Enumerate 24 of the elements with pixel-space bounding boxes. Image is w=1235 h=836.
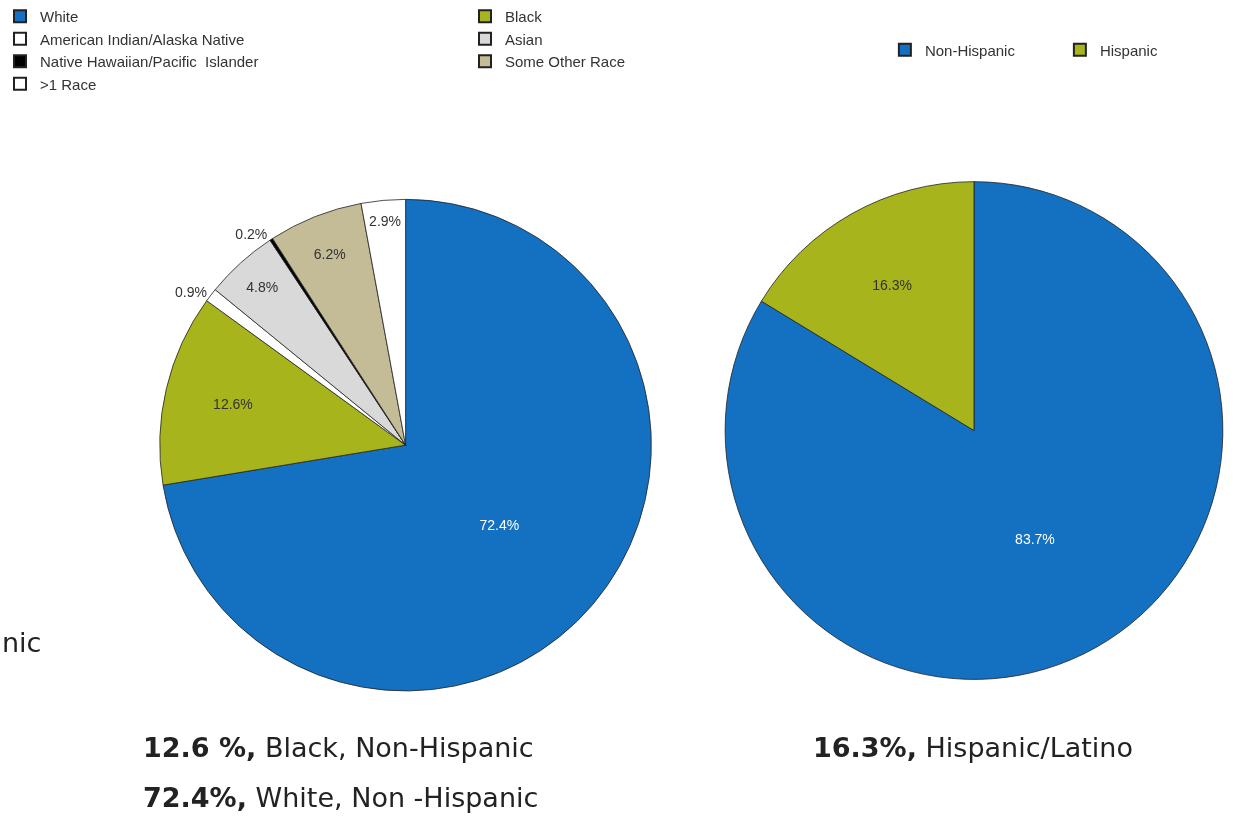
data-label: 4.8%: [246, 278, 279, 295]
legend-label: Non-Hispanic: [924, 41, 1016, 59]
data-label: 83.7%: [1015, 531, 1055, 548]
legend-label: Hispanic: [1099, 41, 1158, 59]
text: nic: [2, 627, 42, 658]
legend-label: Some Other Race: [505, 53, 626, 71]
data-label: 6.2%: [313, 245, 346, 262]
text: 72.4%, White, Non -Hispanic: [143, 782, 539, 813]
legend-label: >1 Race: [40, 75, 97, 93]
data-label: 0.9%: [174, 284, 207, 301]
pie-slice: [724, 181, 1224, 680]
legend-label: Native Hawaiian/Pacific Islander: [40, 53, 259, 71]
data-label: 0.2%: [235, 225, 268, 242]
legend-label: Black: [505, 8, 543, 26]
text: 16.3%, Hispanic/Latino: [813, 732, 1133, 763]
pie-slice: [162, 198, 652, 692]
data-label: 2.9%: [369, 212, 402, 229]
data-label: 16.3%: [872, 276, 912, 293]
legend-label: White: [40, 8, 79, 26]
data-label: 72.4%: [479, 516, 520, 533]
legend-label: American Indian/Alaska Native: [40, 30, 245, 48]
text: 12.6 %, Black, Non-Hispanic: [143, 732, 534, 763]
legend-label: Asian: [505, 30, 543, 48]
data-label: 12.6%: [213, 396, 253, 413]
